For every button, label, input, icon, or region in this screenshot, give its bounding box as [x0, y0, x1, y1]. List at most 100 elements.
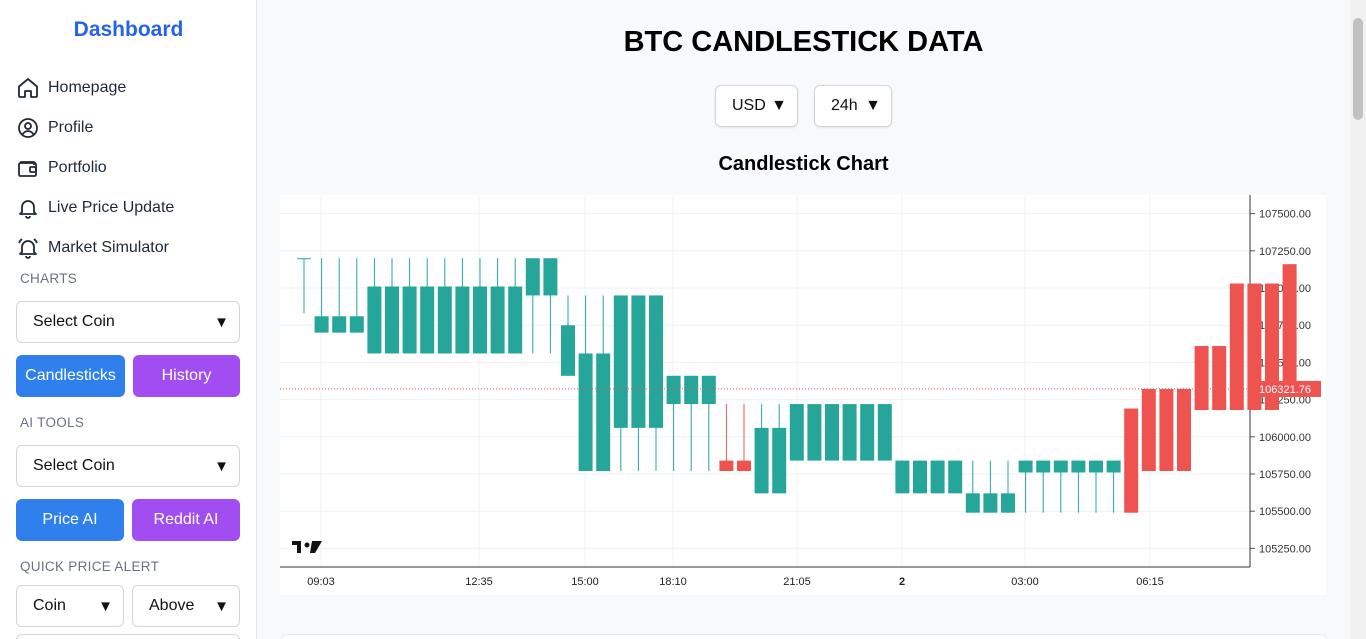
candle-body — [402, 286, 417, 354]
tradingview-logo-icon[interactable] — [292, 541, 322, 553]
candle-body — [913, 460, 927, 494]
x-tick-label: 12:35 — [465, 576, 493, 588]
candle-body — [649, 295, 663, 428]
candle-body — [385, 286, 399, 354]
reddit-ai-button[interactable]: Reddit AI — [132, 499, 240, 541]
price-alert-section-label: QUICK PRICE ALERT — [20, 559, 160, 574]
sidebar-item-label: Portfolio — [48, 159, 107, 176]
sidebar-item-market-simulator[interactable]: Market Simulator — [16, 228, 246, 268]
candle-body — [825, 404, 839, 461]
alert-coin-select[interactable]: Coin ▼ — [16, 585, 124, 627]
candle-body — [1018, 460, 1033, 473]
select-value: Select Coin — [33, 457, 115, 474]
sidebar-nav: Homepage Profile Portfolio Live Price Up… — [16, 68, 246, 268]
candle-body — [1282, 264, 1297, 390]
candle-body — [314, 316, 329, 333]
chevron-down-icon: ▼ — [771, 97, 787, 114]
sidebar-item-portfolio[interactable]: Portfolio — [16, 148, 246, 188]
scrollbar[interactable] — [1350, 0, 1366, 639]
candle-body — [860, 404, 875, 461]
chart-svg[interactable]: 107500.00107250.00107000.00106750.001065… — [280, 195, 1326, 595]
y-tick-label: 105500.00 — [1259, 506, 1311, 518]
candle-body — [684, 375, 699, 405]
ai-coin-select[interactable]: Select Coin ▼ — [16, 445, 240, 487]
candlestick-chart[interactable]: 107500.00107250.00107000.00106750.001065… — [280, 195, 1326, 595]
candle-body — [1159, 389, 1174, 472]
x-tick-label: 15:00 — [571, 576, 599, 588]
chevron-down-icon: ▼ — [865, 97, 881, 114]
last-price-label: 106321.76 — [1259, 384, 1311, 396]
bell-ring-icon — [18, 238, 38, 259]
candle-body — [877, 404, 892, 461]
select-value: Above — [149, 597, 195, 614]
candle-body — [297, 258, 311, 260]
select-value: 24h — [831, 97, 858, 114]
y-tick-label: 107500.00 — [1259, 209, 1311, 221]
sidebar-item-homepage[interactable]: Homepage — [16, 68, 246, 108]
home-icon — [18, 78, 38, 98]
chart-title: Candlestick Chart — [718, 153, 889, 175]
next-panel — [282, 634, 1326, 639]
scrollbar-thumb[interactable] — [1353, 18, 1363, 120]
chevron-down-icon: ▼ — [214, 457, 229, 475]
candle-body — [437, 286, 452, 354]
candle-body — [666, 375, 681, 405]
sidebar-item-label: Market Simulator — [48, 239, 169, 256]
sidebar-item-label: Live Price Update — [48, 199, 175, 216]
candle-body — [1265, 283, 1279, 411]
currency-select[interactable]: USD ▼ — [715, 85, 798, 127]
chevron-down-icon: ▼ — [214, 597, 229, 615]
candle-body — [543, 258, 558, 296]
x-tick-label: 03:00 — [1011, 576, 1039, 588]
alert-price-input[interactable] — [16, 634, 240, 639]
candlesticks-button[interactable]: Candlesticks — [16, 355, 125, 397]
charts-coin-select[interactable]: Select Coin ▼ — [16, 301, 240, 343]
candle-body — [1001, 493, 1015, 513]
last-price-badge — [1251, 380, 1321, 397]
candle-body — [895, 460, 910, 494]
y-tick-label: 107250.00 — [1259, 246, 1311, 258]
candle-body — [965, 493, 980, 513]
y-tick-label: 106000.00 — [1259, 432, 1311, 444]
candle-body — [561, 325, 575, 376]
candle-body — [1089, 460, 1103, 473]
candle-body — [930, 460, 945, 494]
alert-direction-select[interactable]: Above ▼ — [132, 585, 240, 627]
candle-body — [807, 404, 822, 461]
candle-body — [701, 375, 716, 405]
chevron-down-icon: ▼ — [214, 313, 229, 331]
x-tick-label: 18:10 — [659, 576, 687, 588]
price-ai-button[interactable]: Price AI — [16, 499, 124, 541]
candle-body — [983, 493, 998, 513]
x-tick-label: 2 — [899, 576, 905, 588]
candle-body — [1124, 408, 1139, 513]
candle-body — [1212, 346, 1227, 411]
dashboard-title[interactable]: Dashboard — [73, 18, 184, 41]
candle-body — [719, 460, 734, 472]
candle-body — [772, 427, 787, 494]
history-button[interactable]: History — [133, 355, 240, 397]
sidebar-item-live-price-update[interactable]: Live Price Update — [16, 188, 246, 228]
candle-body — [367, 286, 382, 354]
x-tick-label: 09:03 — [307, 576, 335, 588]
y-tick-label: 105250.00 — [1259, 543, 1311, 555]
candle-body — [789, 404, 804, 461]
select-value: Coin — [33, 597, 66, 614]
candle-body — [1106, 460, 1121, 473]
chevron-down-icon: ▼ — [98, 597, 113, 615]
candle-body — [1071, 460, 1086, 473]
candle-body — [349, 316, 364, 333]
sidebar-item-label: Profile — [48, 119, 94, 136]
candle-body — [508, 286, 523, 354]
bell-icon — [19, 200, 37, 219]
range-select[interactable]: 24h ▼ — [814, 85, 892, 127]
ai-tools-section-label: AI TOOLS — [20, 415, 85, 430]
candle-body — [737, 460, 751, 472]
candle-body — [490, 286, 505, 354]
sidebar-item-profile[interactable]: Profile — [16, 108, 246, 148]
candle-body — [596, 353, 611, 472]
sidebar-item-label: Homepage — [48, 79, 127, 96]
candle-body — [1247, 283, 1262, 411]
select-value: USD — [732, 97, 766, 114]
candle-body — [631, 295, 646, 428]
